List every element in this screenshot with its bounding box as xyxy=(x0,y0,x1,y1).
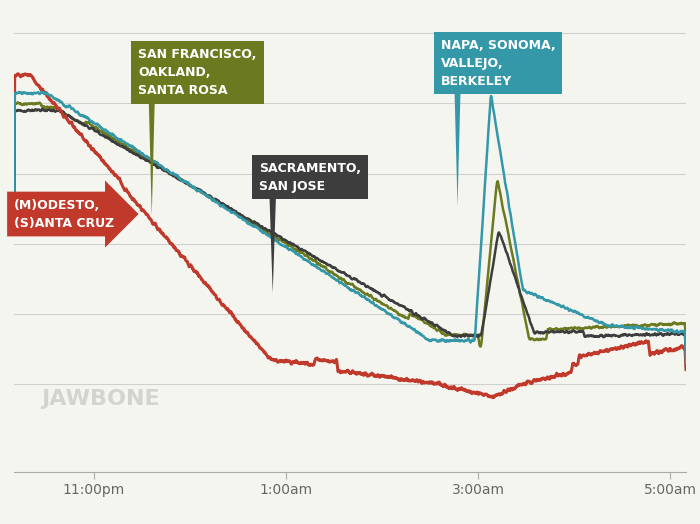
Text: JAWBONE: JAWBONE xyxy=(41,389,160,409)
Text: (M)ODESTO,
(S)ANTA CRUZ: (M)ODESTO, (S)ANTA CRUZ xyxy=(14,199,114,230)
Text: SACRAMENTO,
SAN JOSE: SACRAMENTO, SAN JOSE xyxy=(259,161,361,193)
Text: SAN FRANCISCO,
OAKLAND,
SANTA ROSA: SAN FRANCISCO, OAKLAND, SANTA ROSA xyxy=(139,48,257,96)
Text: NAPA, SONOMA,
VALLEJO,
BERKELEY: NAPA, SONOMA, VALLEJO, BERKELEY xyxy=(441,39,555,88)
